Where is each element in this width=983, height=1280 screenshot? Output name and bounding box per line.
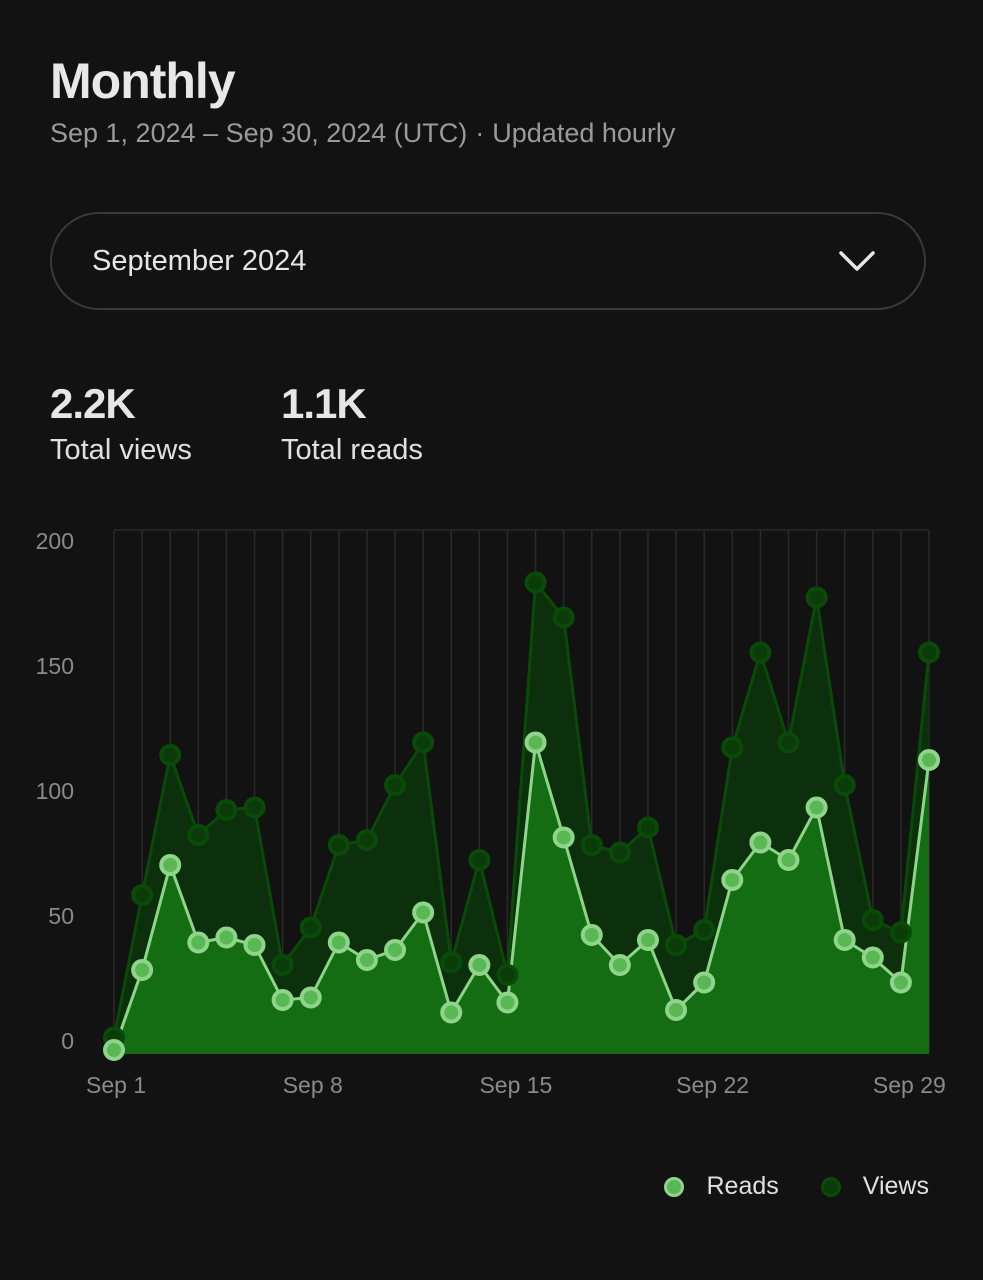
- reads-point: [468, 954, 491, 976]
- reads-point: [777, 849, 800, 871]
- reads-point: [355, 949, 378, 971]
- total-reads-label: Total reads: [281, 434, 423, 466]
- reads-point: [327, 931, 350, 954]
- reads-point: [805, 796, 828, 819]
- views-point: [749, 641, 772, 664]
- reads-point: [749, 831, 772, 854]
- reads-point: [552, 826, 575, 849]
- x-tick-label: Sep 29: [873, 1072, 946, 1098]
- reads-point: [440, 1001, 463, 1024]
- chart-legend: Reads Views: [664, 1172, 929, 1201]
- total-views-label: Total views: [50, 434, 192, 466]
- views-point: [496, 964, 519, 986]
- views-point: [805, 586, 828, 609]
- reads-point: [159, 854, 182, 876]
- chevron-down-icon: [838, 250, 876, 272]
- reads-point: [299, 986, 322, 1009]
- views-point: [580, 834, 603, 856]
- x-tick-label: Sep 22: [676, 1072, 749, 1098]
- reads-point: [243, 934, 266, 956]
- views-point: [777, 731, 800, 754]
- y-tick-label: 150: [36, 653, 74, 679]
- legend-item-views: Views: [820, 1172, 929, 1201]
- legend-swatch-views: [820, 1176, 841, 1197]
- views-point: [384, 774, 407, 796]
- reads-point: [636, 929, 659, 951]
- views-point: [299, 916, 322, 939]
- views-point: [608, 841, 631, 864]
- legend-swatch-reads: [664, 1176, 685, 1197]
- reads-point: [131, 959, 154, 981]
- views-point: [636, 816, 659, 839]
- reads-point: [721, 869, 744, 891]
- reads-point: [187, 931, 210, 954]
- views-point: [215, 799, 238, 821]
- reads-point: [665, 999, 688, 1021]
- reads-point: [608, 954, 631, 976]
- views-point: [889, 921, 912, 944]
- reads-point: [918, 749, 940, 771]
- reads-point: [496, 991, 519, 1014]
- y-tick-label: 50: [48, 903, 74, 929]
- views-point: [693, 919, 716, 941]
- y-tick-label: 100: [36, 778, 74, 804]
- views-point: [355, 829, 378, 851]
- views-point: [271, 954, 294, 976]
- reads-point: [693, 971, 716, 994]
- views-point: [440, 951, 463, 974]
- views-point: [187, 824, 210, 846]
- views-point: [243, 796, 266, 819]
- page-subtitle: Sep 1, 2024 – Sep 30, 2024 (UTC) · Updated…: [50, 118, 675, 149]
- reads-point: [271, 989, 294, 1011]
- page-title: Monthly: [50, 53, 236, 109]
- total-reads-stat: 1.1K Total reads: [281, 380, 423, 467]
- views-point: [131, 884, 154, 906]
- reads-point: [524, 731, 547, 754]
- month-select[interactable]: September 2024: [50, 212, 926, 310]
- reads-point: [833, 929, 856, 951]
- reads-point: [412, 901, 435, 924]
- update-note: Updated hourly: [492, 118, 676, 148]
- views-point: [468, 849, 491, 871]
- views-point: [665, 934, 688, 956]
- separator: ·: [475, 118, 485, 148]
- views-point: [412, 731, 435, 754]
- views-point: [159, 744, 182, 766]
- reads-point: [215, 926, 238, 949]
- y-tick-label: 0: [61, 1028, 74, 1054]
- total-views-value: 2.2K: [50, 380, 136, 427]
- reads-area: [114, 742, 929, 1054]
- reads-point: [580, 924, 603, 946]
- x-tick-label: Sep 1: [86, 1072, 146, 1098]
- views-reads-chart: 0 50 100 150 200 Sep 1 Sep 8 Sep 15 Sep 22 Sep 29: [36, 528, 946, 1098]
- legend-label-reads: Reads: [706, 1172, 779, 1200]
- views-point: [524, 571, 547, 594]
- legend-label-views: Views: [862, 1172, 929, 1200]
- reads-point: [103, 1039, 125, 1061]
- total-views-stat: 2.2K Total views: [50, 380, 192, 467]
- y-tick-label: 200: [36, 528, 74, 554]
- x-tick-label: Sep 15: [479, 1072, 552, 1098]
- views-point: [552, 606, 575, 629]
- total-reads-value: 1.1K: [281, 380, 367, 427]
- reads-point: [384, 939, 407, 961]
- date-range: Sep 1, 2024 – Sep 30, 2024 (UTC): [50, 118, 468, 148]
- reads-point: [861, 946, 884, 969]
- views-point: [721, 736, 744, 759]
- views-point: [861, 909, 884, 931]
- views-point: [833, 774, 856, 796]
- x-tick-label: Sep 8: [283, 1072, 343, 1098]
- month-select-value: September 2024: [92, 244, 307, 277]
- legend-item-reads: Reads: [664, 1172, 779, 1201]
- views-point: [918, 641, 940, 664]
- views-point: [327, 834, 350, 856]
- reads-point: [889, 971, 912, 994]
